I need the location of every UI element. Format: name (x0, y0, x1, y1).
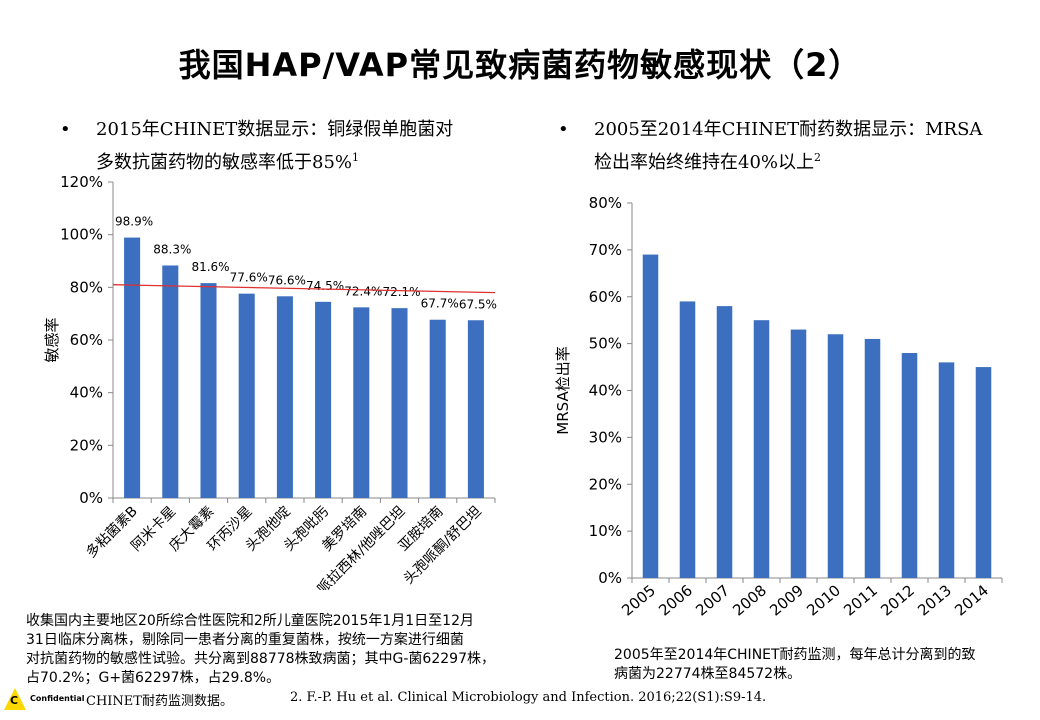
bar (162, 265, 179, 498)
bar (124, 237, 141, 498)
category-label: 2008 (729, 581, 770, 619)
category-label: 多粘菌素B (83, 503, 141, 561)
bar (353, 307, 370, 498)
bar (679, 301, 696, 578)
bar (716, 306, 733, 578)
y-tick-label: 100% (60, 226, 103, 244)
bar (391, 308, 408, 498)
category-label: 2013 (914, 581, 955, 619)
data-label: 67.5% (459, 297, 497, 311)
logo-letter: C (10, 694, 19, 707)
category-label: 2009 (766, 581, 807, 619)
right-note: 2005年至2014年CHINET耐药监测，每年总计分离到的致 病菌为22774… (614, 646, 1034, 684)
data-label: 72.4% (344, 284, 382, 298)
right-note-line: 病菌为22774株至84572株。 (614, 666, 802, 682)
data-label: 76.6% (268, 273, 306, 287)
mrsa-chart: 0%10%20%30%40%50%60%70%80%20052006200720… (554, 194, 1003, 620)
right-bullet: • 2005至2014年CHINET耐药数据显示：MRSA 检出率始终维持在40… (558, 116, 983, 177)
y-tick-label: 40% (589, 382, 622, 400)
right-bullet-line1: 2005至2014年CHINET耐药数据显示：MRSA (594, 119, 983, 140)
left-note-line: 收集国内主要地区20所综合性医院和2所儿童医院2015年1月1日至12月 (26, 613, 474, 629)
data-label: 67.7% (421, 297, 459, 311)
left-note-line: 31日临床分离株，剔除同一患者分离的重复菌株，按统一方案进行细菌 (26, 632, 464, 648)
bar (276, 296, 293, 498)
left-bullet: • 2015年CHINET数据显示：铜绿假单胞菌对 多数抗菌药物的敏感率低于85… (60, 116, 454, 177)
sensitivity-chart: 0%20%40%60%80%100%120%98.9%多粘菌素B88.3%阿米卡… (43, 173, 497, 590)
data-label: 77.6% (230, 271, 268, 285)
y-axis-title: MRSA检出率 (554, 346, 572, 434)
left-note-line: 对抗菌药物的敏感性试验。共分离到88778株致病菌；其中G-菌62297株， (26, 651, 495, 667)
data-label: 88.3% (153, 242, 191, 256)
bar (790, 329, 807, 578)
confidential-label: Confidential (30, 694, 85, 703)
bar (938, 362, 955, 578)
company-logo: C (4, 688, 26, 710)
category-label: 2012 (877, 581, 918, 619)
category-label: 2010 (803, 581, 844, 619)
category-label: 2011 (840, 581, 881, 619)
left-note: 收集国内主要地区20所综合性医院和2所儿童医院2015年1月1日至12月 31日… (26, 612, 536, 688)
y-tick-label: 0% (598, 569, 622, 587)
left-note-line: 占70.2%；G+菌62297株，占29.8%。 (26, 670, 281, 686)
category-label: 2006 (655, 581, 696, 619)
left-bullet-line2: 多数抗菌药物的敏感率低于85% (96, 152, 353, 173)
y-tick-label: 30% (589, 428, 622, 446)
footer-ref-1: CHINET耐药监测数据。 (86, 694, 233, 709)
bar (238, 293, 255, 498)
y-tick-label: 80% (70, 278, 103, 296)
y-tick-label: 40% (70, 384, 103, 402)
category-label: 2007 (692, 581, 733, 619)
bar (827, 334, 844, 578)
bullet-dot: • (558, 119, 569, 140)
y-tick-label: 10% (589, 522, 622, 540)
data-label: 98.9% (115, 215, 153, 229)
y-tick-label: 20% (70, 436, 103, 454)
y-axis-title: 敏感率 (43, 317, 61, 362)
data-label: 74.5% (306, 279, 344, 293)
left-bullet-ref: 1 (352, 151, 360, 164)
y-tick-label: 70% (589, 241, 622, 259)
category-label: 2005 (618, 581, 659, 619)
bar (753, 320, 770, 578)
right-bullet-ref: 2 (814, 151, 822, 164)
y-tick-label: 120% (60, 173, 103, 191)
footer-ref-2: 2. F.-P. Hu et al. Clinical Microbiology… (290, 690, 767, 705)
bar (864, 338, 881, 578)
y-tick-label: 20% (589, 475, 622, 493)
y-tick-label: 60% (70, 331, 103, 349)
right-bullet-line2: 检出率始终维持在40%以上 (594, 152, 815, 173)
bar (200, 283, 217, 498)
left-bullet-line1: 2015年CHINET数据显示：铜绿假单胞菌对 (96, 119, 454, 140)
y-tick-label: 80% (589, 194, 622, 212)
reference-line (112, 284, 496, 294)
left-bullet-line2-wrap: 多数抗菌药物的敏感率低于85%1 (96, 144, 453, 177)
right-bullet-line2-wrap: 检出率始终维持在40%以上2 (594, 144, 982, 177)
bullet-dot: • (60, 119, 71, 140)
bar (429, 319, 446, 498)
category-label: 2014 (951, 581, 992, 619)
y-tick-label: 60% (589, 288, 622, 306)
bar (642, 254, 659, 578)
data-label: 72.1% (382, 285, 420, 299)
right-note-line: 2005年至2014年CHINET耐药监测，每年总计分离到的致 (614, 647, 976, 663)
bar (315, 301, 332, 498)
slide-title: 我国HAP/VAP常见致病菌药物敏感现状（2） (178, 46, 862, 84)
data-label: 81.6% (191, 260, 229, 274)
bar (467, 320, 484, 498)
y-tick-label: 0% (79, 489, 103, 507)
bar (975, 367, 992, 578)
y-tick-label: 50% (589, 335, 622, 353)
bar (901, 353, 918, 578)
